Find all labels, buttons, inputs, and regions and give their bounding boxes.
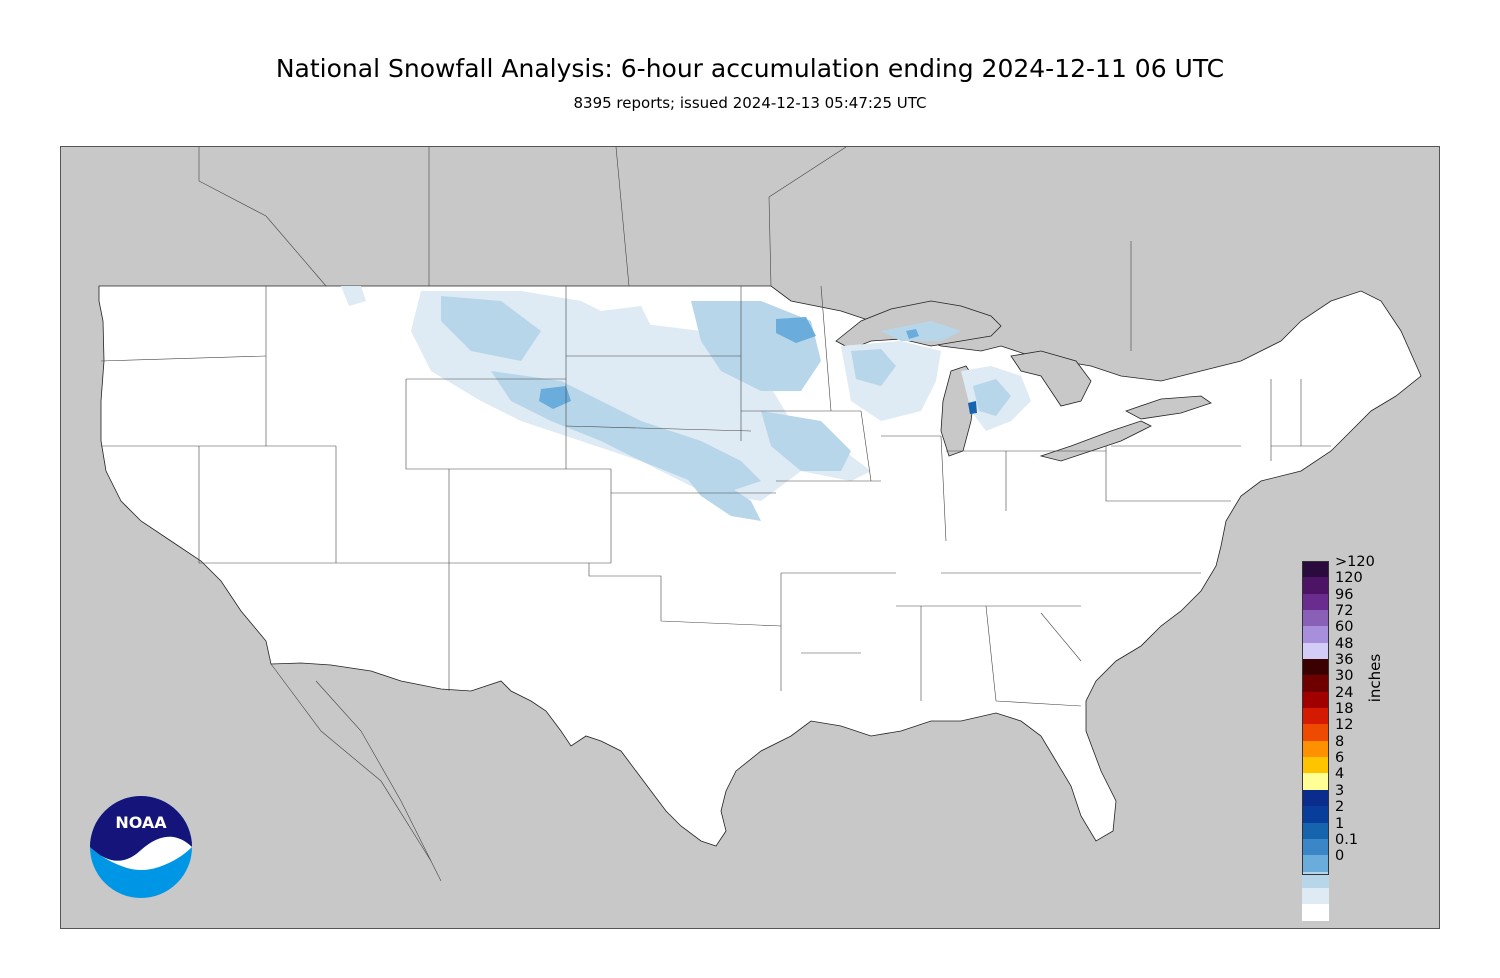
legend-swatch	[1302, 855, 1329, 872]
legend-label: 120	[1335, 570, 1363, 587]
map-title: National Snowfall Analysis: 6-hour accum…	[275, 54, 1225, 83]
legend-label: 18	[1335, 701, 1354, 718]
legend-label: >120	[1335, 554, 1375, 570]
legend-swatch	[1302, 577, 1329, 594]
legend-swatch	[1302, 561, 1329, 578]
legend-label: 3	[1335, 782, 1345, 799]
legend-swatch	[1302, 887, 1329, 905]
legend-swatch	[1302, 675, 1329, 692]
map-subtitle: 8395 reports; issued 2024-12-13 05:47:25…	[573, 94, 927, 112]
logo-text: NOAA	[115, 813, 167, 832]
legend-label: 12	[1335, 717, 1354, 734]
legend-label: 1	[1335, 815, 1345, 832]
legend-row	[1302, 871, 1422, 888]
lake-ontario	[1125, 395, 1212, 420]
lake-huron	[1010, 350, 1092, 407]
legend-row: 60	[1302, 619, 1422, 643]
legend-label: 60	[1335, 619, 1354, 636]
legend-row: 48	[1302, 636, 1422, 660]
color-legend: >120 120 96 72 60 48 36 30 24 18 12 8 6 4 3 2 1 0.1 0	[1302, 554, 1422, 921]
legend-row: 1	[1302, 816, 1422, 839]
legend-label: 2	[1335, 799, 1345, 816]
conus-land	[98, 285, 1422, 847]
province-borders	[198, 147, 1132, 882]
legend-swatch	[1302, 757, 1329, 774]
legend-swatch	[1302, 626, 1329, 643]
legend-row: 96	[1302, 587, 1422, 611]
legend-swatch	[1302, 610, 1329, 627]
legend-swatch	[1302, 904, 1329, 921]
legend-row: 0.1	[1302, 832, 1422, 856]
legend-swatch	[1302, 642, 1329, 660]
legend-label: 8	[1335, 733, 1345, 750]
legend-row: 72	[1302, 603, 1422, 627]
snowfall-map[interactable]	[60, 146, 1440, 929]
legend-swatch	[1302, 691, 1329, 709]
legend-swatch	[1302, 740, 1329, 758]
map-canvas	[98, 147, 1422, 882]
noaa-logo: NOAA	[90, 796, 192, 898]
legend-row: 12	[1302, 717, 1422, 741]
legend-label: 72	[1335, 603, 1354, 620]
legend-row: 24	[1302, 685, 1422, 709]
legend-row: 4	[1302, 766, 1422, 790]
legend-row: >120	[1302, 554, 1422, 578]
legend-swatch	[1302, 659, 1329, 676]
legend-label: 0.1	[1335, 831, 1359, 848]
legend-units: inches	[1366, 653, 1384, 703]
legend-swatch	[1302, 708, 1329, 725]
legend-label: 24	[1335, 684, 1354, 701]
legend-label: 96	[1335, 586, 1354, 603]
legend-row: 120	[1302, 570, 1422, 594]
legend-label: 0	[1335, 848, 1345, 865]
legend-row: 30	[1302, 668, 1422, 692]
legend-row: 8	[1302, 734, 1422, 758]
logo-wave	[90, 836, 192, 870]
state-borders	[100, 285, 1331, 707]
legend-label: 4	[1335, 766, 1345, 783]
legend-swatch	[1302, 724, 1329, 741]
legend-swatch	[1302, 838, 1329, 856]
legend-label: 30	[1335, 668, 1354, 685]
legend-row: 2	[1302, 799, 1422, 823]
legend-label: 6	[1335, 750, 1345, 767]
snowfall-shading	[341, 286, 1031, 521]
legend-swatch	[1302, 773, 1329, 790]
legend-label: 36	[1335, 652, 1354, 669]
legend-swatch	[1302, 822, 1329, 839]
legend-swatch	[1302, 806, 1329, 823]
legend-row: 36	[1302, 652, 1422, 676]
legend-row	[1302, 887, 1422, 905]
logo-top	[90, 796, 192, 861]
legend-swatch	[1302, 593, 1329, 611]
legend-row: 6	[1302, 750, 1422, 774]
legend-row: 18	[1302, 701, 1422, 725]
legend-row	[1302, 904, 1422, 921]
legend-swatch	[1302, 871, 1329, 888]
legend-row: 3	[1302, 783, 1422, 807]
legend-swatch	[1302, 789, 1329, 807]
legend-row: 0	[1302, 848, 1422, 872]
legend-label: 48	[1335, 635, 1354, 652]
